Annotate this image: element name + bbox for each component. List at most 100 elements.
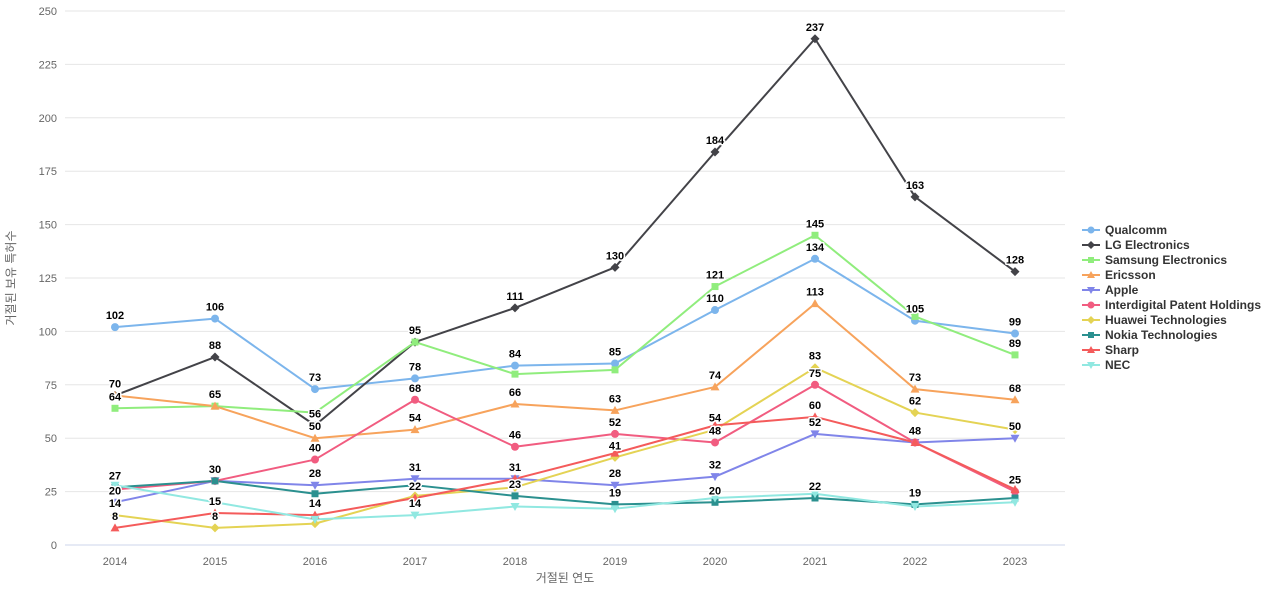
x-tick-label: 2023 bbox=[1003, 556, 1027, 568]
svg-text:52: 52 bbox=[609, 417, 621, 429]
y-tick-label: 250 bbox=[39, 6, 57, 18]
y-tick-label: 100 bbox=[39, 326, 57, 338]
svg-text:113: 113 bbox=[806, 287, 824, 299]
series-ericsson bbox=[114, 302, 1016, 440]
y-tick-label: 0 bbox=[51, 540, 57, 552]
svg-text:40: 40 bbox=[309, 443, 321, 455]
svg-text:8: 8 bbox=[112, 511, 118, 523]
legend-label: Sharp bbox=[1105, 342, 1140, 357]
series-sharp bbox=[114, 415, 1016, 529]
legend-item-huawei-technologies[interactable]: Huawei Technologies bbox=[1082, 312, 1261, 327]
svg-text:31: 31 bbox=[509, 462, 521, 474]
svg-text:32: 32 bbox=[709, 460, 721, 472]
svg-text:48: 48 bbox=[709, 425, 721, 437]
legend-label: Nokia Technologies bbox=[1105, 327, 1218, 342]
svg-text:102: 102 bbox=[106, 310, 124, 322]
legend-item-sharp[interactable]: Sharp bbox=[1082, 342, 1261, 357]
gridlines bbox=[65, 10, 1065, 546]
x-axis-title: 거절된 연도 bbox=[536, 571, 595, 585]
svg-text:23: 23 bbox=[509, 479, 521, 491]
markers-qualcomm bbox=[111, 254, 1019, 394]
legend-item-nokia-technologies[interactable]: Nokia Technologies bbox=[1082, 327, 1261, 342]
markers-nec bbox=[110, 481, 1020, 524]
svg-text:60: 60 bbox=[809, 400, 821, 412]
svg-text:163: 163 bbox=[906, 180, 924, 192]
labels-apple: 20 30 28 31 31 28 32 52 50 bbox=[107, 415, 1022, 498]
svg-text:14: 14 bbox=[409, 498, 422, 510]
labels-interdigital-patent-holdings: 40 68 46 52 48 75 48 25 bbox=[307, 366, 1022, 488]
x-tick-label: 2018 bbox=[503, 556, 527, 568]
y-tick-label: 75 bbox=[45, 380, 57, 392]
svg-text:68: 68 bbox=[1009, 383, 1021, 395]
labels-samsung-electronics: 64 65 121 145 89 bbox=[107, 217, 1022, 405]
svg-text:52: 52 bbox=[809, 417, 821, 429]
interdigital-patent-holdings-legend-marker-icon bbox=[1082, 301, 1100, 308]
svg-text:15: 15 bbox=[209, 496, 221, 508]
labels-sharp: 8 15 14 22 60 bbox=[110, 398, 822, 524]
legend-item-samsung-electronics[interactable]: Samsung Electronics bbox=[1082, 252, 1261, 267]
labels-nec: 14 bbox=[407, 497, 423, 512]
series-samsung-electronics bbox=[114, 234, 1016, 414]
legend-label: NEC bbox=[1105, 357, 1131, 372]
legend-item-nec[interactable]: NEC bbox=[1082, 357, 1261, 372]
svg-text:46: 46 bbox=[509, 430, 521, 442]
svg-text:54: 54 bbox=[709, 413, 722, 425]
x-tick-label: 2020 bbox=[703, 556, 727, 568]
sharp-legend-marker-icon bbox=[1082, 345, 1100, 353]
svg-text:89: 89 bbox=[1009, 338, 1021, 350]
svg-text:65: 65 bbox=[209, 389, 221, 401]
legend-item-lg-electronics[interactable]: LG Electronics bbox=[1082, 237, 1261, 252]
svg-text:54: 54 bbox=[409, 413, 422, 425]
series-apple bbox=[114, 432, 1016, 504]
legend-label: Samsung Electronics bbox=[1105, 252, 1228, 267]
svg-text:83: 83 bbox=[809, 351, 821, 363]
svg-text:64: 64 bbox=[109, 391, 122, 403]
x-tick-label: 2022 bbox=[903, 556, 927, 568]
y-tick-label: 225 bbox=[39, 59, 57, 71]
svg-text:111: 111 bbox=[506, 291, 523, 303]
svg-text:56: 56 bbox=[309, 408, 321, 420]
legend-label: Qualcomm bbox=[1105, 222, 1168, 237]
legend: Qualcomm LG Electronics Samsung Electronic… bbox=[1082, 222, 1261, 372]
svg-text:50: 50 bbox=[309, 421, 321, 433]
y-tick-label: 200 bbox=[39, 113, 57, 125]
svg-text:106: 106 bbox=[206, 302, 224, 314]
nec-legend-marker-icon bbox=[1082, 361, 1100, 369]
x-tick-label: 2015 bbox=[203, 556, 227, 568]
labels-ericsson: 50 54 66 63 74 113 73 68 bbox=[307, 285, 1022, 435]
huawei-technologies-legend-marker-icon bbox=[1082, 315, 1100, 324]
svg-text:121: 121 bbox=[706, 270, 724, 282]
svg-text:20: 20 bbox=[109, 485, 121, 497]
legend-label: Interdigital Patent Holdings bbox=[1105, 297, 1262, 312]
legend-item-apple[interactable]: Apple bbox=[1082, 282, 1261, 297]
svg-text:75: 75 bbox=[809, 368, 821, 380]
markers-sharp bbox=[110, 412, 1020, 532]
svg-text:8: 8 bbox=[212, 511, 218, 523]
svg-text:50: 50 bbox=[1009, 421, 1021, 433]
y-tick-label: 175 bbox=[39, 166, 57, 178]
svg-text:19: 19 bbox=[609, 487, 621, 499]
legend-item-ericsson[interactable]: Ericsson bbox=[1082, 267, 1261, 282]
svg-text:20: 20 bbox=[709, 485, 721, 497]
legend-item-interdigital-patent-holdings[interactable]: Interdigital Patent Holdings bbox=[1082, 297, 1261, 312]
series-markers bbox=[110, 34, 1020, 533]
ericsson-legend-marker-icon bbox=[1082, 270, 1100, 278]
svg-text:14: 14 bbox=[309, 498, 322, 510]
svg-text:62: 62 bbox=[909, 396, 921, 408]
legend-item-qualcomm[interactable]: Qualcomm bbox=[1082, 222, 1261, 237]
samsung-electronics-legend-marker-icon bbox=[1082, 256, 1100, 263]
svg-text:14: 14 bbox=[109, 498, 122, 510]
y-tick-label: 25 bbox=[45, 487, 57, 499]
svg-text:66: 66 bbox=[509, 387, 521, 399]
svg-text:74: 74 bbox=[709, 370, 722, 382]
svg-text:73: 73 bbox=[309, 372, 321, 384]
svg-text:105: 105 bbox=[906, 304, 924, 316]
svg-text:237: 237 bbox=[806, 22, 824, 34]
markers-apple bbox=[110, 430, 1020, 507]
svg-text:63: 63 bbox=[609, 393, 621, 405]
apple-legend-marker-icon bbox=[1082, 286, 1100, 294]
markers-lg-electronics bbox=[110, 34, 1020, 430]
